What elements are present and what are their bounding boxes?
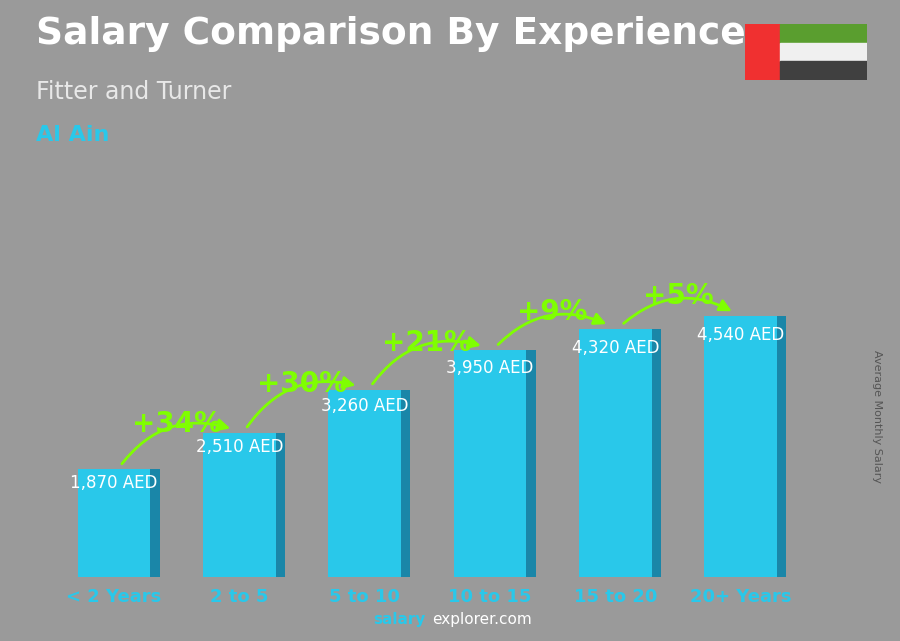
Text: 3,950 AED: 3,950 AED — [446, 359, 534, 377]
Text: 4,320 AED: 4,320 AED — [572, 338, 659, 356]
Bar — [779, 62, 867, 80]
Text: +9%: +9% — [518, 299, 588, 326]
FancyArrowPatch shape — [624, 298, 729, 323]
FancyArrowPatch shape — [248, 378, 353, 427]
FancyArrowPatch shape — [122, 420, 228, 464]
Polygon shape — [777, 316, 787, 577]
Text: 3,260 AED: 3,260 AED — [321, 397, 409, 415]
Text: 2,510 AED: 2,510 AED — [195, 438, 283, 456]
Text: +34%: +34% — [131, 410, 221, 438]
Bar — [454, 350, 526, 577]
Text: salary: salary — [374, 612, 426, 627]
Text: explorer.com: explorer.com — [432, 612, 532, 627]
Polygon shape — [526, 350, 536, 577]
Polygon shape — [275, 433, 285, 577]
Bar — [77, 469, 150, 577]
Bar — [328, 390, 401, 577]
Text: +5%: +5% — [643, 281, 714, 310]
Text: 4,540 AED: 4,540 AED — [697, 326, 784, 344]
Text: +21%: +21% — [382, 329, 472, 357]
Bar — [779, 24, 867, 42]
Bar — [779, 42, 867, 62]
Bar — [579, 329, 652, 577]
Polygon shape — [401, 390, 410, 577]
Text: Fitter and Turner: Fitter and Turner — [36, 80, 231, 104]
Text: 1,870 AED: 1,870 AED — [70, 474, 158, 492]
Polygon shape — [652, 329, 662, 577]
Text: Average Monthly Salary: Average Monthly Salary — [872, 350, 883, 483]
FancyArrowPatch shape — [499, 314, 604, 344]
Text: +30%: +30% — [257, 370, 346, 398]
Bar — [202, 433, 275, 577]
Polygon shape — [150, 469, 159, 577]
Bar — [745, 24, 779, 80]
Text: Al Ain: Al Ain — [36, 125, 110, 145]
FancyArrowPatch shape — [373, 338, 478, 384]
Bar — [705, 316, 777, 577]
Text: Salary Comparison By Experience: Salary Comparison By Experience — [36, 16, 746, 52]
